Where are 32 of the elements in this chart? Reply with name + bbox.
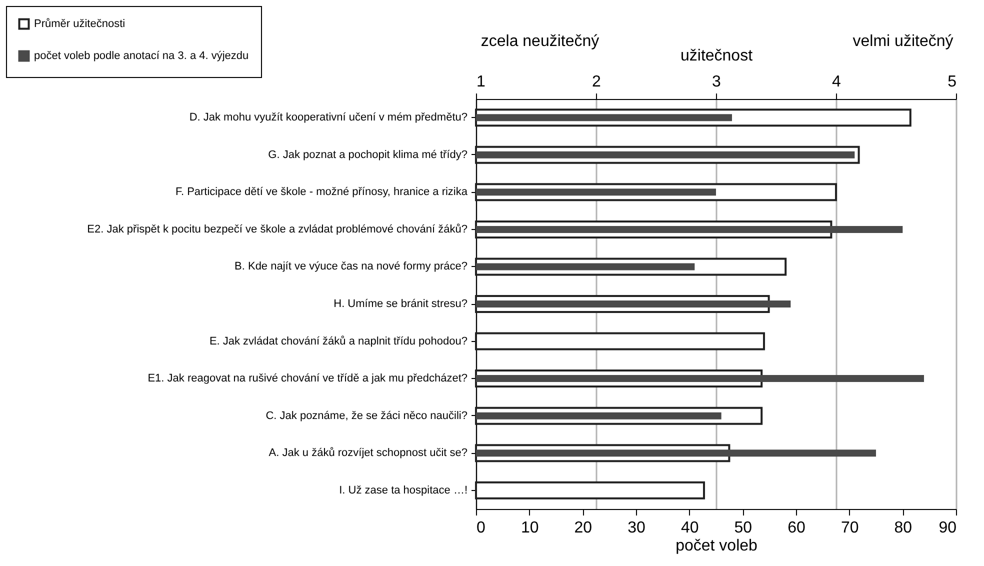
x-tick-label: 10 (520, 520, 539, 536)
x2-tick-label: 1 (476, 74, 486, 90)
y-tick-label: F. Participace dětí ve škole - možné přínosy, hranice a rizika (175, 186, 468, 198)
y-tick-label: D. Jak mohu využít kooperativní učení v mém předmětu? (189, 112, 468, 124)
x-tick-label: 20 (574, 520, 592, 536)
x-tick-label: 80 (894, 520, 912, 536)
x-tick-label: 0 (476, 520, 486, 536)
x-tick-label: 90 (938, 520, 957, 536)
x-tick-label: 50 (734, 520, 752, 536)
y-tick-label: H. Umíme se bránit stresu? (334, 298, 468, 310)
y-tick-label: I. Už zase ta hospitace …! (339, 484, 468, 496)
y-tick-label: E2. Jak přispět k pocitu bezpečí ve škole a zvládat problémové chování žáků? (87, 223, 468, 236)
x2-tick-label: 5 (948, 74, 957, 90)
legend-label: Průměr užitečnosti (34, 18, 126, 30)
y-tick-label: B. Kde najít ve výuce čas na nové formy práce? (234, 260, 468, 273)
text: zcela neužitečný (480, 33, 600, 50)
x2-axis-title: užitečnost (680, 48, 754, 64)
x-tick-label: 70 (840, 520, 859, 536)
y-tick-label: A. Jak u žáků rozvíjet schopnost učit se? (268, 447, 468, 460)
y-tick-label: C. Jak poznáme, že se žáci něco naučili? (266, 410, 468, 422)
x2-tick-label: 2 (592, 74, 602, 90)
x-tick-label: 40 (680, 520, 699, 536)
x2-tick-label: 4 (832, 74, 842, 90)
y-tick-label: E. Jak zvládat chování žáků a naplnit třídu pohodou? (209, 335, 468, 348)
y-tick-label: E1. Jak reagovat na rušivé chování ve třídě a jak mu předcházet? (148, 372, 468, 385)
y-tick-label: G. Jak poznat a pochopit klima mé třídy? (268, 148, 468, 161)
x2-tick-label: 3 (712, 74, 722, 90)
x-tick-label: 60 (788, 520, 806, 536)
x-tick-label: 30 (628, 520, 646, 536)
text: velmi užitečný (852, 33, 954, 50)
legend-label: počet voleb podle anotací na 3. a 4. výjezdu (34, 50, 249, 62)
x-axis-title: počet voleb (676, 538, 758, 554)
